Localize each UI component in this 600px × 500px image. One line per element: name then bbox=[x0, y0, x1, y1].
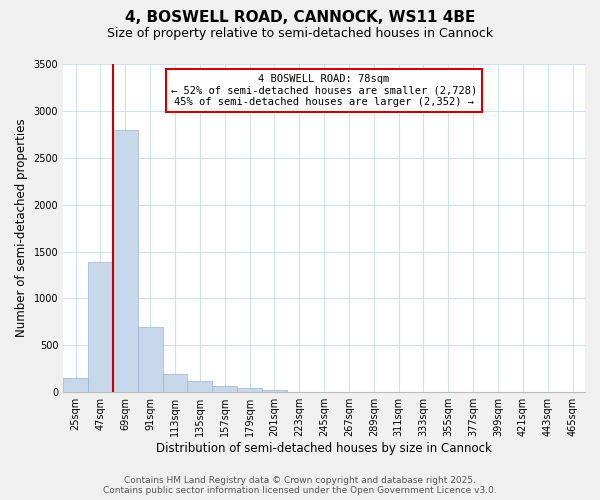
Bar bbox=[113, 130, 138, 392]
Text: 4, BOSWELL ROAD, CANNOCK, WS11 4BE: 4, BOSWELL ROAD, CANNOCK, WS11 4BE bbox=[125, 10, 475, 25]
Bar bbox=[163, 374, 187, 392]
Y-axis label: Number of semi-detached properties: Number of semi-detached properties bbox=[15, 119, 28, 338]
Bar bbox=[63, 378, 88, 392]
Bar bbox=[262, 390, 287, 392]
Bar bbox=[138, 326, 163, 392]
Text: Size of property relative to semi-detached houses in Cannock: Size of property relative to semi-detach… bbox=[107, 28, 493, 40]
X-axis label: Distribution of semi-detached houses by size in Cannock: Distribution of semi-detached houses by … bbox=[156, 442, 492, 455]
Bar bbox=[88, 262, 113, 392]
Bar bbox=[237, 388, 262, 392]
Text: 4 BOSWELL ROAD: 78sqm
← 52% of semi-detached houses are smaller (2,728)
45% of s: 4 BOSWELL ROAD: 78sqm ← 52% of semi-deta… bbox=[171, 74, 477, 107]
Bar bbox=[212, 386, 237, 392]
Text: Contains HM Land Registry data © Crown copyright and database right 2025.
Contai: Contains HM Land Registry data © Crown c… bbox=[103, 476, 497, 495]
Bar bbox=[187, 382, 212, 392]
